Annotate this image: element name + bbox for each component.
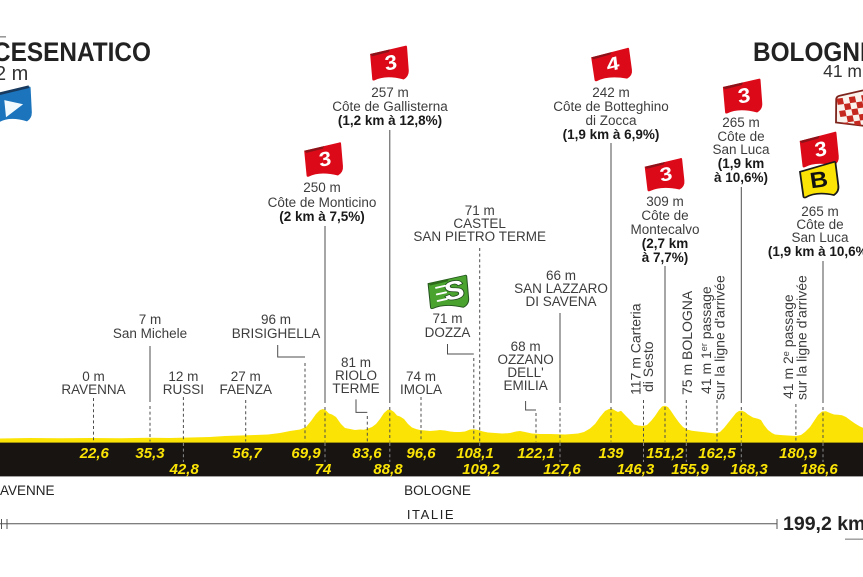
svg-text:IMOLA: IMOLA	[400, 382, 442, 397]
svg-text:BOLOGNE: BOLOGNE	[404, 483, 471, 498]
svg-text:155,9: 155,9	[671, 461, 709, 478]
svg-text:74: 74	[315, 461, 332, 478]
svg-text:2 m: 2 m	[0, 63, 28, 85]
svg-text:265 m: 265 m	[722, 115, 760, 130]
svg-text:EMILIA: EMILIA	[503, 378, 547, 393]
svg-text:SAN LAZZARO: SAN LAZZARO	[514, 281, 608, 296]
svg-text:199,2 km: 199,2 km	[783, 513, 863, 535]
svg-text:FAENZA: FAENZA	[219, 382, 272, 397]
svg-text:56,7: 56,7	[232, 445, 262, 462]
svg-text:RIOLO: RIOLO	[335, 368, 377, 383]
svg-text:Côte de: Côte de	[796, 217, 843, 232]
svg-text:Côte de: Côte de	[717, 129, 764, 144]
svg-text:San Luca: San Luca	[791, 230, 849, 245]
svg-text:Côte de Monticino: Côte de Monticino	[268, 195, 377, 210]
svg-text:Montecalvo: Montecalvo	[630, 222, 699, 237]
svg-text:117 m Carteria: 117 m Carteria	[628, 303, 644, 395]
svg-text:71 m: 71 m	[465, 203, 495, 218]
svg-text:(1,9 km à 10,6%): (1,9 km à 10,6%)	[768, 244, 863, 259]
svg-text:242 m: 242 m	[592, 85, 630, 100]
svg-text:75 m BOLOGNA: 75 m BOLOGNA	[679, 290, 695, 395]
svg-text:42,8: 42,8	[169, 461, 200, 478]
svg-text:22,6: 22,6	[79, 445, 110, 462]
svg-text:0 m: 0 m	[82, 369, 105, 384]
svg-text:168,3: 168,3	[730, 461, 768, 478]
svg-text:127,6: 127,6	[543, 461, 581, 478]
svg-text:CESENATICO: CESENATICO	[0, 38, 151, 67]
svg-text:41 m 2e passage: 41 m 2e passage	[780, 294, 796, 399]
svg-text:96 m: 96 m	[261, 312, 291, 327]
svg-text:di Sesto: di Sesto	[640, 341, 656, 392]
svg-text:83,6: 83,6	[352, 445, 382, 462]
svg-text:RUSSI: RUSSI	[163, 382, 204, 397]
svg-text:109,2: 109,2	[462, 461, 500, 478]
svg-text:162,5: 162,5	[698, 445, 736, 462]
svg-text:88,8: 88,8	[373, 461, 403, 478]
svg-text:74 m: 74 m	[406, 369, 436, 384]
svg-text:BRISIGHELLA: BRISIGHELLA	[232, 326, 321, 341]
svg-text:à 10,6%): à 10,6%)	[714, 170, 768, 185]
svg-text:146,3: 146,3	[617, 461, 655, 478]
svg-text:81 m: 81 m	[341, 355, 371, 370]
svg-text:68 m: 68 m	[511, 339, 541, 354]
svg-text:186,6: 186,6	[800, 461, 838, 478]
svg-text:Côte de: Côte de	[641, 208, 688, 223]
svg-text:(1,9 km à 6,9%): (1,9 km à 6,9%)	[563, 127, 660, 142]
svg-text:di Zocca: di Zocca	[585, 113, 637, 128]
svg-text:à 7,7%): à 7,7%)	[642, 250, 689, 265]
svg-text:(1,9 km: (1,9 km	[718, 156, 765, 171]
svg-text:108,1: 108,1	[456, 445, 494, 462]
svg-text:San Luca: San Luca	[712, 142, 770, 157]
svg-text:41 m 1er passage: 41 m 1er passage	[698, 286, 714, 394]
svg-text:265 m: 265 m	[801, 204, 839, 219]
svg-text:sur la ligne d'arrivée: sur la ligne d'arrivée	[794, 275, 810, 400]
svg-text:San Michele: San Michele	[113, 326, 187, 341]
svg-text:257 m: 257 m	[371, 85, 409, 100]
svg-text:OZZANO: OZZANO	[497, 352, 553, 367]
svg-text:DI SAVENA: DI SAVENA	[525, 294, 596, 309]
svg-text:BOLOGNE: BOLOGNE	[753, 38, 863, 67]
svg-text:AVENNE: AVENNE	[0, 483, 55, 498]
svg-text:Côte de Botteghino: Côte de Botteghino	[553, 99, 669, 114]
svg-text:35,3: 35,3	[135, 445, 165, 462]
svg-text:7 m: 7 m	[139, 312, 162, 327]
svg-text:CASTEL: CASTEL	[453, 216, 506, 231]
svg-text:71 m: 71 m	[432, 311, 462, 326]
svg-text:250 m: 250 m	[303, 180, 341, 195]
svg-text:RAVENNA: RAVENNA	[61, 382, 125, 397]
svg-text:DELL': DELL'	[507, 365, 543, 380]
svg-text:27 m: 27 m	[231, 369, 261, 384]
svg-text:DOZZA: DOZZA	[425, 325, 471, 340]
svg-text:sur la ligne d'arrivée: sur la ligne d'arrivée	[712, 275, 728, 400]
svg-text:(2,7 km: (2,7 km	[642, 236, 689, 251]
svg-text:66 m: 66 m	[546, 268, 576, 283]
svg-text:Côte de Gallisterna: Côte de Gallisterna	[332, 99, 448, 114]
svg-text:B: B	[808, 166, 829, 193]
svg-text:SAN PIETRO TERME: SAN PIETRO TERME	[413, 229, 546, 244]
svg-text:69,9: 69,9	[291, 445, 321, 462]
svg-text:12 m: 12 m	[168, 369, 198, 384]
svg-text:309 m: 309 m	[646, 194, 684, 209]
svg-text:96,6: 96,6	[406, 445, 436, 462]
svg-text:3: 3	[734, 83, 753, 108]
svg-text:41 m: 41 m	[823, 61, 862, 81]
svg-text:TERME: TERME	[332, 381, 379, 396]
svg-text:(2 km à 7,5%): (2 km à 7,5%)	[279, 209, 365, 224]
svg-text:(1,2 km à 12,8%): (1,2 km à 12,8%)	[338, 113, 442, 128]
svg-text:122,1: 122,1	[517, 445, 555, 462]
svg-text:151,2: 151,2	[646, 445, 684, 462]
svg-text:139: 139	[598, 445, 624, 462]
svg-text:180,9: 180,9	[779, 445, 817, 462]
svg-text:ITALIE: ITALIE	[407, 507, 455, 522]
